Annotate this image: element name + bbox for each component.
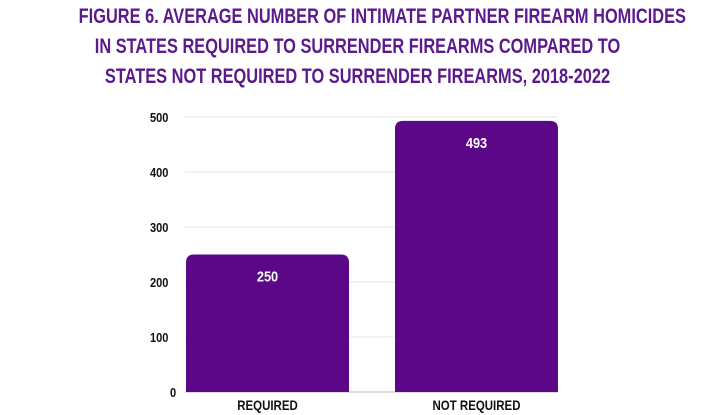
y-tick-label: 400 [150,165,169,180]
y-tick-label: 300 [150,220,169,235]
y-tick-label: 100 [150,330,169,345]
title-line-1: FIGURE 6. AVERAGE NUMBER OF INTIMATE PAR… [78,5,686,28]
x-tick-label: REQUIRED [237,397,298,413]
y-tick-label: 0 [170,385,176,400]
title-line-2: IN STATES REQUIRED TO SURRENDER FIREARMS… [94,35,621,58]
bar-required [186,254,349,392]
data-label: 493 [466,134,487,151]
y-tick-label: 500 [150,110,169,125]
x-tick-label: NOT REQUIRED [433,397,521,413]
chart-title: FIGURE 6. AVERAGE NUMBER OF INTIMATE PAR… [0,2,715,92]
data-label: 250 [257,267,278,284]
bar-not-required [395,120,558,392]
title-line-3: STATES NOT REQUIRED TO SURRENDER FIREARM… [104,65,611,88]
y-tick-label: 200 [150,275,169,290]
